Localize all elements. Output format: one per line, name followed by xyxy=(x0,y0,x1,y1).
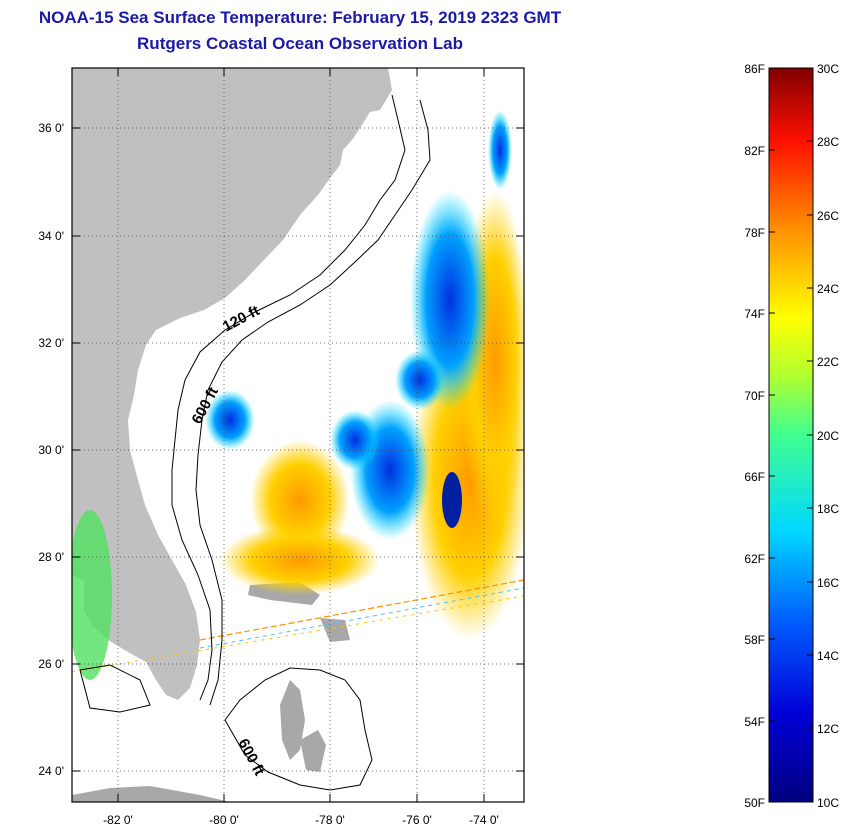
cbar-c-label-20: 20C xyxy=(817,429,839,443)
map-content xyxy=(72,68,524,802)
lon-label-80: -80 0' xyxy=(209,813,239,827)
cbar-c-label-28: 28C xyxy=(817,135,839,149)
cbar-c-label-30: 30C xyxy=(817,62,839,76)
bahamas-bank-contour-2 xyxy=(79,664,151,713)
lat-label-24: 24 0' xyxy=(38,764,64,778)
lon-label-82: -82 0' xyxy=(103,813,133,827)
isobath-120ft-contour xyxy=(171,94,406,701)
land-bahamas-1 xyxy=(280,680,305,760)
cbar-c-label-18: 18C xyxy=(817,502,839,516)
chart-subtitle: Rutgers Coastal Ocean Observation Lab xyxy=(137,34,463,53)
cbar-c-label-26: 26C xyxy=(817,209,839,223)
lon-label-78: -78 0' xyxy=(315,813,345,827)
lat-label-28: 28 0' xyxy=(38,550,64,564)
cbar-f-label-62: 62F xyxy=(744,552,765,566)
bahamas-bank-contour xyxy=(224,667,373,791)
lat-label-32: 32 0' xyxy=(38,336,64,350)
map-gridlines xyxy=(72,68,524,802)
cbar-f-label-78: 78F xyxy=(744,226,765,240)
cbar-c-label-16: 16C xyxy=(817,576,839,590)
land-us-east-coast xyxy=(72,68,392,700)
lat-label-36: 36 0' xyxy=(38,121,64,135)
lat-label-26: 26 0' xyxy=(38,657,64,671)
map-border xyxy=(71,67,525,803)
cbar-f-label-82: 82F xyxy=(744,144,765,158)
lon-label-76: -76 0' xyxy=(402,813,432,827)
lat-label-30: 30 0' xyxy=(38,443,64,457)
cbar-f-label-74: 74F xyxy=(744,307,765,321)
cbar-f-label-86: 86F xyxy=(744,62,765,76)
sst-data-layer xyxy=(72,110,524,680)
cbar-f-label-66: 66F xyxy=(744,470,765,484)
chart-title: NOAA-15 Sea Surface Temperature: Februar… xyxy=(38,8,562,27)
cbar-f-label-54: 54F xyxy=(744,715,765,729)
cbar-c-label-24: 24C xyxy=(817,282,839,296)
lon-label-74: -74 0' xyxy=(469,813,499,827)
land-bahamas-2 xyxy=(300,730,326,772)
isobath-600ft-contour xyxy=(195,99,431,706)
cbar-f-label-58: 58F xyxy=(744,633,765,647)
cbar-f-label-50: 50F xyxy=(744,796,765,810)
cbar-c-label-14: 14C xyxy=(817,649,839,663)
colorbar-ticks xyxy=(769,140,813,729)
cbar-f-label-70: 70F xyxy=(744,389,765,403)
map-axis-ticks xyxy=(72,68,524,802)
cbar-c-label-10: 10C xyxy=(817,796,839,810)
colorbar xyxy=(768,67,814,803)
land-cuba xyxy=(72,786,230,802)
cbar-c-label-22: 22C xyxy=(817,355,839,369)
lat-label-34: 34 0' xyxy=(38,229,64,243)
cbar-c-label-12: 12C xyxy=(817,722,839,736)
